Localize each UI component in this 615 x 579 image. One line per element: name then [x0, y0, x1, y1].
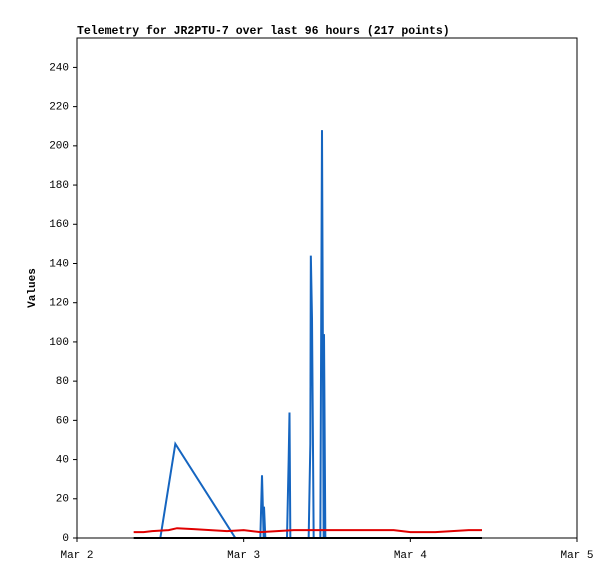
chart-title: Telemetry for JR2PTU-7 over last 96 hour… — [77, 25, 450, 38]
series-line — [159, 130, 327, 539]
y-tick-label: 140 — [49, 258, 69, 270]
x-tick-label: Mar 3 — [227, 550, 260, 562]
x-tick-label: Mar 2 — [60, 550, 93, 562]
y-tick-label: 220 — [49, 102, 69, 114]
y-tick-label: 120 — [49, 298, 69, 310]
x-tick-label: Mar 5 — [560, 550, 593, 562]
y-tick-label: 20 — [56, 494, 69, 506]
y-tick-label: 240 — [49, 62, 69, 74]
y-tick-label: 200 — [49, 141, 69, 153]
y-tick-label: 160 — [49, 219, 69, 231]
y-tick-label: 40 — [56, 454, 69, 466]
series-line — [133, 527, 482, 534]
y-axis-title: Values — [27, 268, 39, 308]
y-tick-label: 180 — [49, 180, 69, 192]
y-tick-label: 0 — [62, 533, 69, 545]
y-tick-label: 60 — [56, 415, 69, 427]
x-tick-label: Mar 4 — [394, 550, 427, 562]
y-tick-label: 100 — [49, 337, 69, 349]
y-tick-label: 80 — [56, 376, 69, 388]
plot-frame — [76, 37, 578, 539]
